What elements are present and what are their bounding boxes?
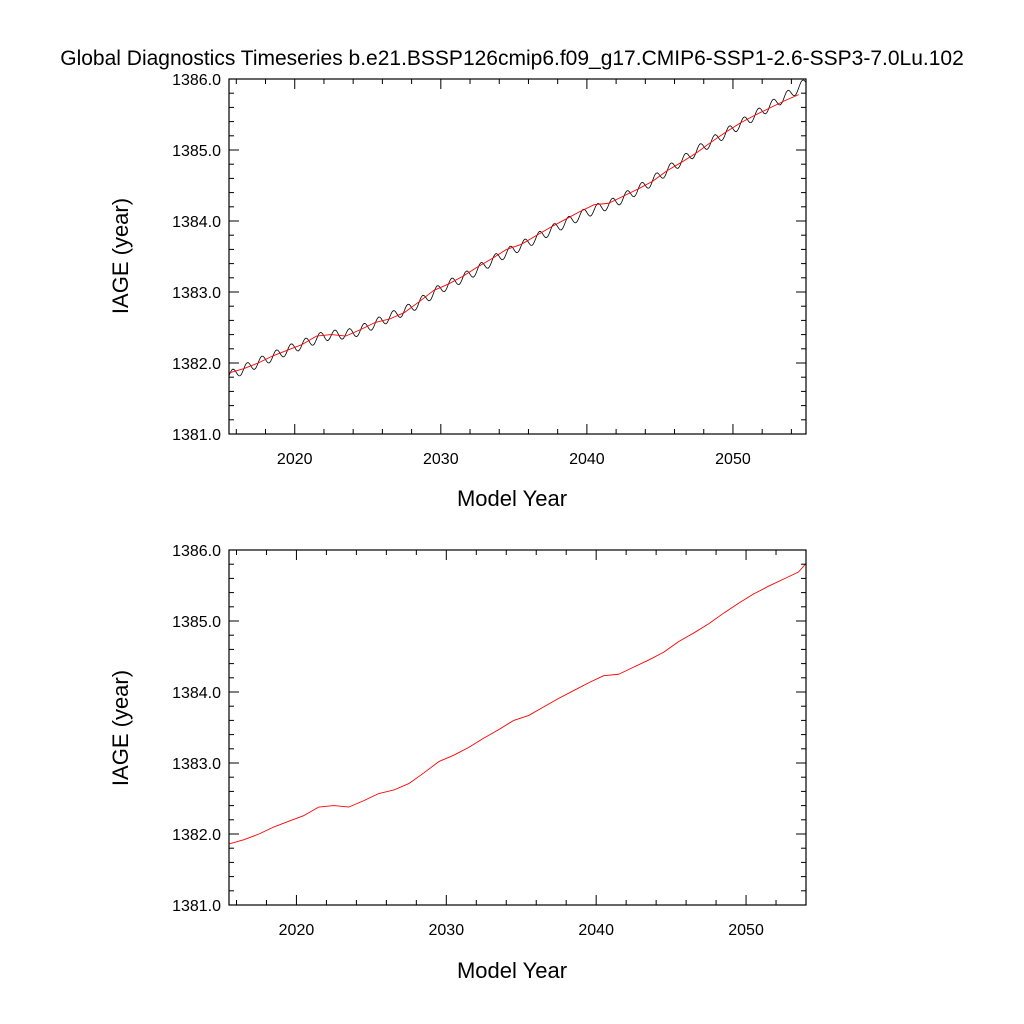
bottom-panel-series-annual-mean-line [229, 563, 806, 845]
top-panel-x-axis-title: Model Year [457, 486, 567, 511]
bottom-panel-y-tick-label: 1384.0 [172, 685, 221, 702]
bottom-panel-x-axis-title: Model Year [457, 958, 567, 983]
top-panel-y-tick-label: 1382.0 [172, 356, 221, 373]
top-panel-y-tick-label: 1385.0 [172, 143, 221, 160]
figure-title: Global Diagnostics Timeseries b.e21.BSSP… [60, 47, 964, 70]
bottom-panel-y-tick-label: 1381.0 [172, 898, 221, 915]
bottom-panel-ticks [229, 549, 807, 906]
bottom-panel-x-tick-label: 2020 [279, 922, 315, 939]
bottom-panel-y-tick-label: 1385.0 [172, 614, 221, 631]
bottom-panel-y-tick-label: 1386.0 [172, 543, 221, 560]
top-panel-y-axis-title: IAGE (year) [108, 198, 133, 314]
top-panel-ticks [229, 78, 806, 435]
bottom-panel-x-tick-label: 2040 [578, 922, 614, 939]
bottom-panel-tick-labels: 1381.0 1382.0 1383.0 1384.0 1385.0 1386.0 2020… [172, 543, 764, 939]
top-panel: 1381.0 1382.0 1383.0 1384.0 1385.0 1386.0 2020… [108, 72, 807, 511]
top-panel-x-tick-label: 2040 [569, 451, 605, 468]
bottom-panel-x-tick-label: 2050 [728, 922, 764, 939]
top-panel-y-tick-label: 1383.0 [172, 285, 221, 302]
top-panel-plot-area [229, 79, 806, 377]
top-panel-x-tick-label: 2050 [715, 451, 751, 468]
top-panel-y-tick-label: 1386.0 [172, 72, 221, 89]
bottom-panel-frame [228, 549, 807, 906]
bottom-panel-y-axis-title: IAGE (year) [108, 670, 133, 786]
top-panel-x-tick-label: 2020 [277, 451, 313, 468]
bottom-panel-x-tick-label: 2030 [429, 922, 465, 939]
top-panel-series-monthly-line [229, 79, 806, 377]
top-panel-x-tick-label: 2030 [423, 451, 459, 468]
bottom-panel-y-tick-label: 1383.0 [172, 756, 221, 773]
top-panel-y-tick-label: 1384.0 [172, 214, 221, 231]
top-panel-y-tick-label: 1381.0 [172, 427, 221, 444]
bottom-panel-y-tick-label: 1382.0 [172, 827, 221, 844]
top-panel-series-annual-mean-line [229, 94, 799, 374]
bottom-panel: 1381.0 1382.0 1383.0 1384.0 1385.0 1386.0 2020… [108, 543, 807, 983]
bottom-panel-plot-area [229, 563, 806, 845]
top-panel-tick-labels: 1381.0 1382.0 1383.0 1384.0 1385.0 1386.0 2020… [172, 72, 751, 468]
top-panel-frame [228, 78, 807, 435]
